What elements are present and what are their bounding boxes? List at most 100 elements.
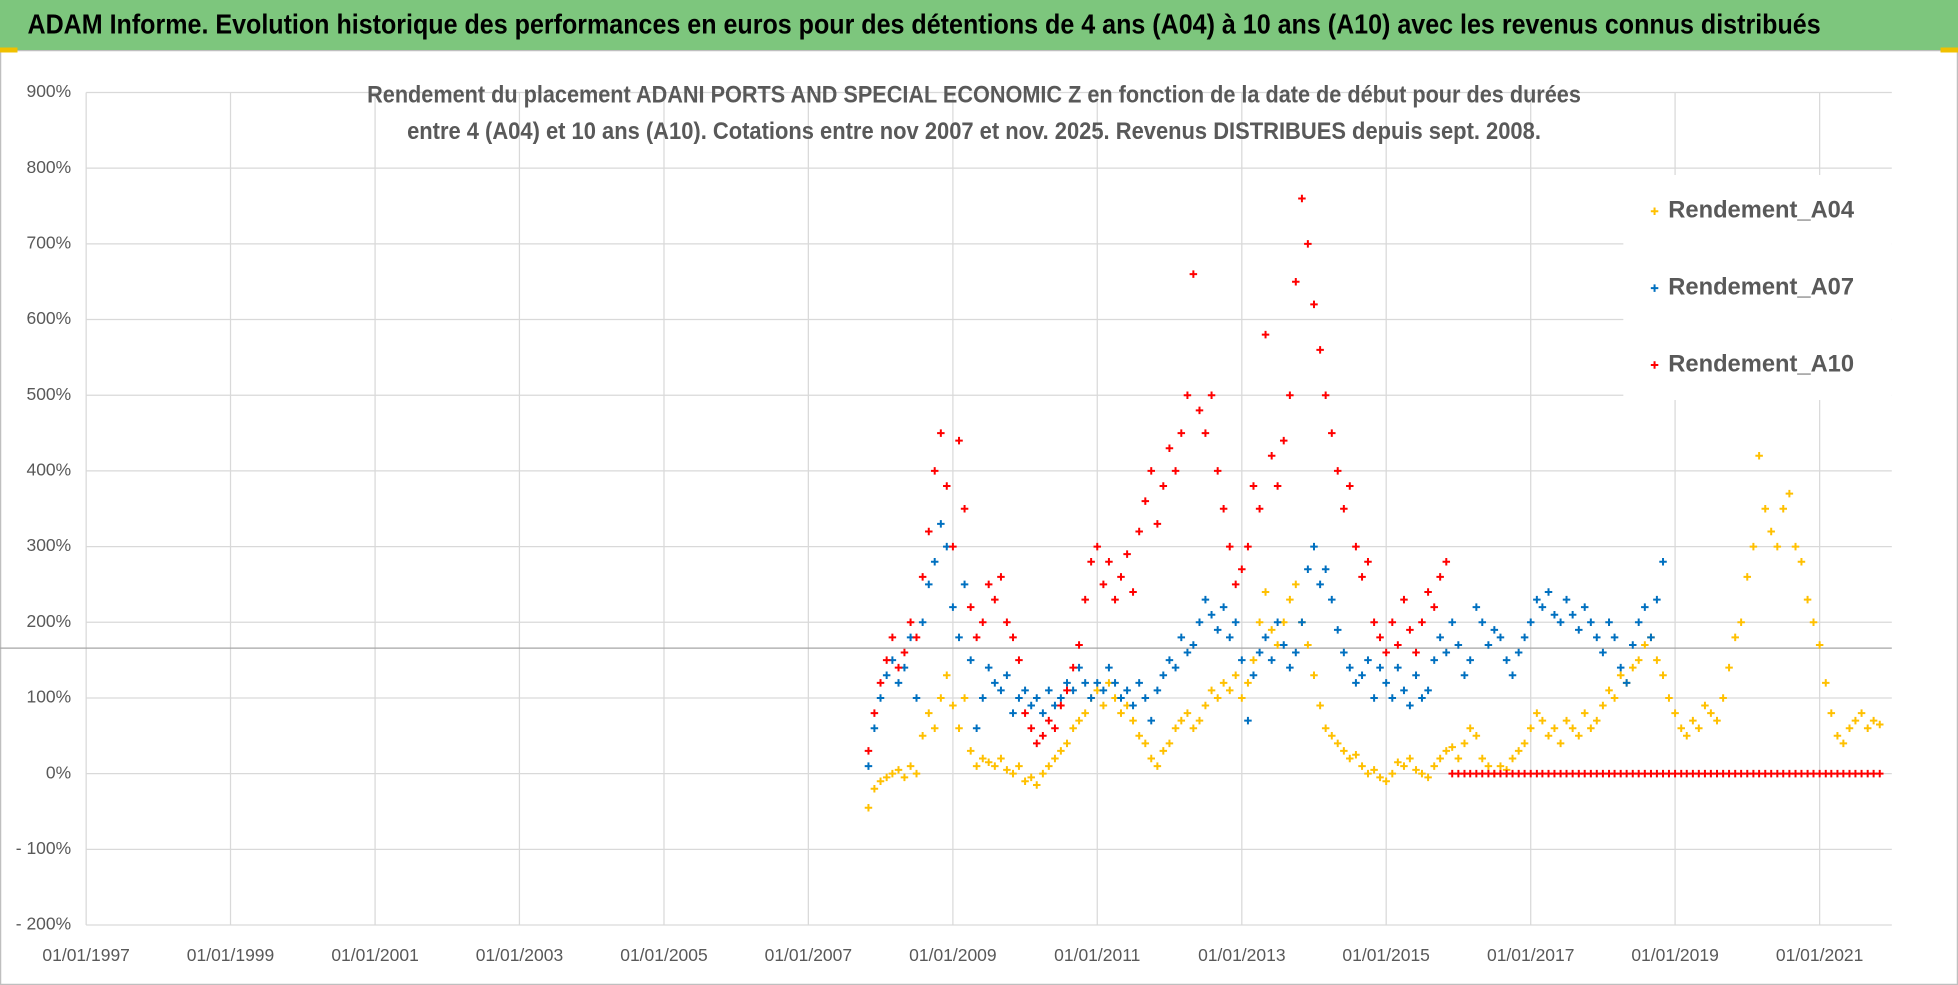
scatter-point — [949, 542, 957, 551]
scatter-point — [949, 603, 957, 611]
scatter-point — [1244, 679, 1252, 687]
scatter-point — [1189, 641, 1198, 649]
scatter-point — [1520, 633, 1529, 642]
y-tick-label: 700% — [26, 232, 71, 252]
scatter-point — [1117, 709, 1125, 717]
scatter-point — [1436, 573, 1444, 581]
x-tick-label: 01/01/2019 — [1631, 945, 1718, 965]
scatter-point — [1333, 739, 1342, 748]
header-bar — [0, 0, 1958, 50]
scatter-point — [900, 773, 909, 782]
scatter-point — [1195, 716, 1204, 725]
scatter-point — [1556, 739, 1565, 748]
scatter-point — [1719, 694, 1727, 702]
scatter-point — [1226, 633, 1234, 642]
scatter-point — [1045, 686, 1053, 695]
scatter-point — [984, 580, 993, 589]
scatter-point — [1418, 694, 1426, 702]
scatter-point — [1153, 520, 1162, 528]
scatter-point — [1587, 618, 1595, 627]
scatter-point — [1213, 694, 1222, 702]
scatter-point — [1629, 663, 1637, 672]
scatter-point — [955, 436, 963, 445]
scatter-point — [876, 777, 885, 785]
scatter-point — [1057, 747, 1065, 755]
scatter-point — [1333, 467, 1342, 475]
y-tick-label: 400% — [26, 460, 71, 480]
scatter-point — [937, 694, 945, 702]
scatter-point — [870, 724, 879, 732]
scatter-point — [1267, 626, 1276, 634]
scatter-point — [1219, 679, 1228, 687]
scatter-point — [1195, 618, 1204, 627]
scatter-point — [1538, 716, 1547, 725]
scatter-point — [1261, 588, 1270, 596]
scatter-point — [1099, 701, 1108, 710]
scatter-point — [1466, 656, 1474, 664]
scatter-point — [1063, 686, 1071, 695]
scatter-point — [1689, 716, 1697, 725]
scatter-point — [1568, 724, 1577, 732]
scatter-point — [1310, 671, 1318, 679]
scatter-point — [1876, 769, 1884, 778]
scatter-point — [1267, 452, 1276, 460]
scatter-point — [1472, 603, 1481, 611]
scatter-point — [1533, 709, 1541, 717]
scatter-point — [955, 633, 963, 642]
scatter-point — [1370, 694, 1378, 702]
scatter-point — [1514, 648, 1523, 657]
scatter-point — [1117, 694, 1125, 702]
x-tick-label: 01/01/2001 — [331, 945, 418, 965]
scatter-point — [966, 656, 975, 664]
scatter-point — [900, 648, 909, 657]
scatter-point — [1514, 747, 1523, 755]
scatter-point — [1261, 330, 1270, 339]
scatter-point — [1045, 762, 1053, 770]
scatter-point — [1659, 557, 1667, 566]
scatter-point — [1195, 406, 1204, 415]
x-tick-label: 01/01/2005 — [620, 945, 707, 965]
scatter-point — [972, 724, 981, 732]
scatter-point — [1599, 701, 1607, 710]
scatter-point — [1111, 679, 1119, 687]
scatter-point — [1797, 557, 1806, 566]
scatter-point — [1201, 595, 1210, 604]
y-tick-label: 100% — [26, 687, 71, 707]
scatter-point — [1141, 739, 1150, 748]
scatter-point — [972, 633, 981, 642]
x-tick-label: 01/01/2007 — [765, 945, 852, 965]
scatter-point — [876, 694, 885, 702]
scatter-point — [1641, 641, 1649, 649]
scatter-point — [1725, 663, 1733, 672]
scatter-point — [1009, 633, 1017, 642]
legend: Rendement_A04 Rendement_A07 Rendement_A10 — [1650, 198, 1855, 377]
scatter-point — [1201, 701, 1210, 710]
x-tick-label: 01/01/2011 — [1054, 945, 1140, 965]
scatter-point — [1027, 701, 1035, 710]
scatter-point — [1117, 573, 1125, 581]
scatter-point — [1737, 618, 1745, 627]
scatter-point — [1412, 648, 1420, 657]
scatter-point — [1201, 429, 1210, 437]
scatter-point — [925, 527, 933, 536]
scatter-point — [1749, 542, 1758, 551]
scatter-point — [1496, 633, 1505, 642]
scatter-point — [1032, 739, 1041, 748]
scatter-point — [991, 762, 999, 770]
scatter-point — [1851, 716, 1860, 725]
scatter-point — [1803, 595, 1812, 604]
scatter-point — [1653, 595, 1661, 604]
legend-box — [1623, 175, 1892, 400]
scatter-point — [1129, 588, 1137, 596]
scatter-point — [1021, 686, 1029, 695]
scatter-point — [1304, 240, 1312, 248]
scatter-point — [1610, 633, 1619, 642]
scatter-point — [1388, 769, 1397, 778]
scatter-point — [1177, 716, 1186, 725]
scatter-point — [930, 467, 939, 475]
scatter-point — [1430, 603, 1438, 611]
scatter-point — [1333, 626, 1342, 634]
scatter-point — [1238, 694, 1246, 702]
scatter-point — [966, 747, 975, 755]
scatter-point — [1743, 573, 1752, 581]
